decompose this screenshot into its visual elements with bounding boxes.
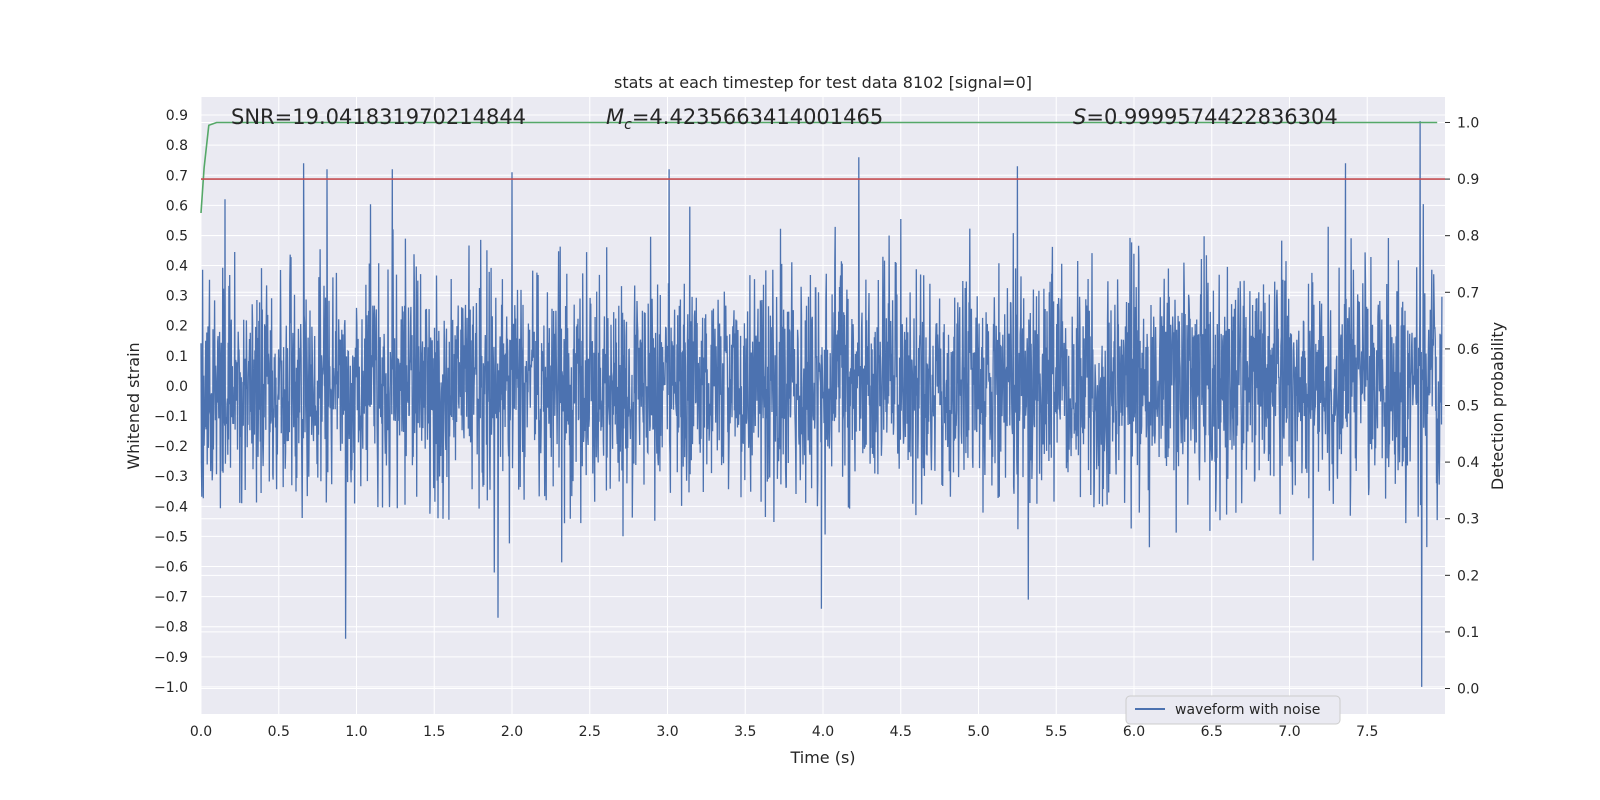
y2-tick-label: 0.1: [1457, 625, 1479, 641]
x-tick-label: 3.0: [656, 724, 678, 740]
y-tick-label: 0.6: [166, 198, 188, 214]
y-tick-label: −0.2: [154, 439, 188, 455]
chirp-mass-value: =4.4235663414001465: [632, 105, 883, 129]
y2-axis-label: Detection probability: [1488, 322, 1507, 490]
x-axis-label: Time (s): [789, 748, 855, 767]
score-annotation: S=0.9999574422836304: [1073, 105, 1338, 129]
y-tick-label: −0.9: [154, 650, 188, 666]
y-tick-label: 0.4: [166, 259, 188, 275]
score-symbol: S: [1073, 105, 1086, 129]
probability-lines: [200, 121, 1445, 214]
detection-probability-line: [200, 121, 1438, 214]
waveform-line: [200, 121, 1443, 687]
x-tick-label: 6.5: [1201, 724, 1223, 740]
y2-tick-label: 0.0: [1457, 682, 1479, 698]
y-tick-label: −0.7: [154, 590, 188, 606]
y-axis-label: Whitened strain: [124, 342, 143, 469]
y-tick-label: 0.7: [166, 168, 188, 184]
y2-tick-label: 0.8: [1457, 229, 1479, 245]
x-tick-label: 4.0: [812, 724, 834, 740]
y2-tick-label: 0.5: [1457, 399, 1479, 415]
y2-tick-label: 0.7: [1457, 285, 1479, 301]
legend-label-waveform: waveform with noise: [1175, 702, 1320, 718]
y-tick-label: −0.3: [154, 469, 188, 485]
x-tick-label: 4.5: [890, 724, 912, 740]
y-tick-label: 0.8: [166, 138, 188, 154]
y-tick-label: −0.4: [154, 499, 188, 515]
snr-annotation: SNR=19.041831970214844: [231, 105, 526, 129]
x-tick-label: 0.0: [190, 724, 212, 740]
score-value: =0.9999574422836304: [1086, 105, 1337, 129]
legend: waveform with noise: [1125, 695, 1341, 725]
y-tick-label: 0.0: [166, 379, 188, 395]
x-tick-label: 2.5: [579, 724, 601, 740]
x-tick-label: 0.5: [268, 724, 290, 740]
x-tick-label: 5.5: [1045, 724, 1067, 740]
y-tick-label: 0.9: [166, 108, 188, 124]
y2-tick-label: 1.0: [1457, 115, 1479, 131]
y-tick-label: 0.3: [166, 289, 188, 305]
y2-tick-label: 0.9: [1457, 172, 1479, 188]
chart-title: stats at each timestep for test data 810…: [614, 73, 1032, 92]
x-tick-label: 1.5: [423, 724, 445, 740]
x-tick-label: 5.0: [967, 724, 989, 740]
y-tick-label: −0.5: [154, 529, 188, 545]
chirp-mass-symbol: M: [606, 105, 624, 129]
chirp-mass-annotation: Mc=4.4235663414001465: [606, 105, 883, 133]
waveform-series: [200, 121, 1443, 687]
y-tick-label: −0.6: [154, 560, 188, 576]
y2-tick-label: 0.3: [1457, 512, 1479, 528]
legend-box: [1125, 695, 1341, 725]
ticks: 0.0 0.5 1.0 1.5 2.0 2.5 3.0 3.5 4.0 4.5 5.0 5.5 6.0 6…: [154, 108, 1479, 740]
x-tick-label: 2.0: [501, 724, 523, 740]
x-tick-label: 3.5: [734, 724, 756, 740]
y2-tick-label: 0.2: [1457, 568, 1479, 584]
x-tick-label: 7.5: [1356, 724, 1378, 740]
x-tick-label: 6.0: [1123, 724, 1145, 740]
y-tick-label: 0.5: [166, 228, 188, 244]
y-tick-label: 0.2: [166, 319, 188, 335]
y2-tick-label: 0.6: [1457, 342, 1479, 358]
chirp-mass-subscript: c: [624, 117, 632, 133]
y2-tick-label: 0.4: [1457, 455, 1479, 471]
x-tick-label: 1.0: [345, 724, 367, 740]
y-tick-label: 0.1: [166, 349, 188, 365]
y-tick-label: −0.8: [154, 620, 188, 636]
y-tick-label: −1.0: [154, 680, 188, 696]
y-tick-label: −0.1: [154, 409, 188, 425]
x-tick-label: 7.0: [1278, 724, 1300, 740]
